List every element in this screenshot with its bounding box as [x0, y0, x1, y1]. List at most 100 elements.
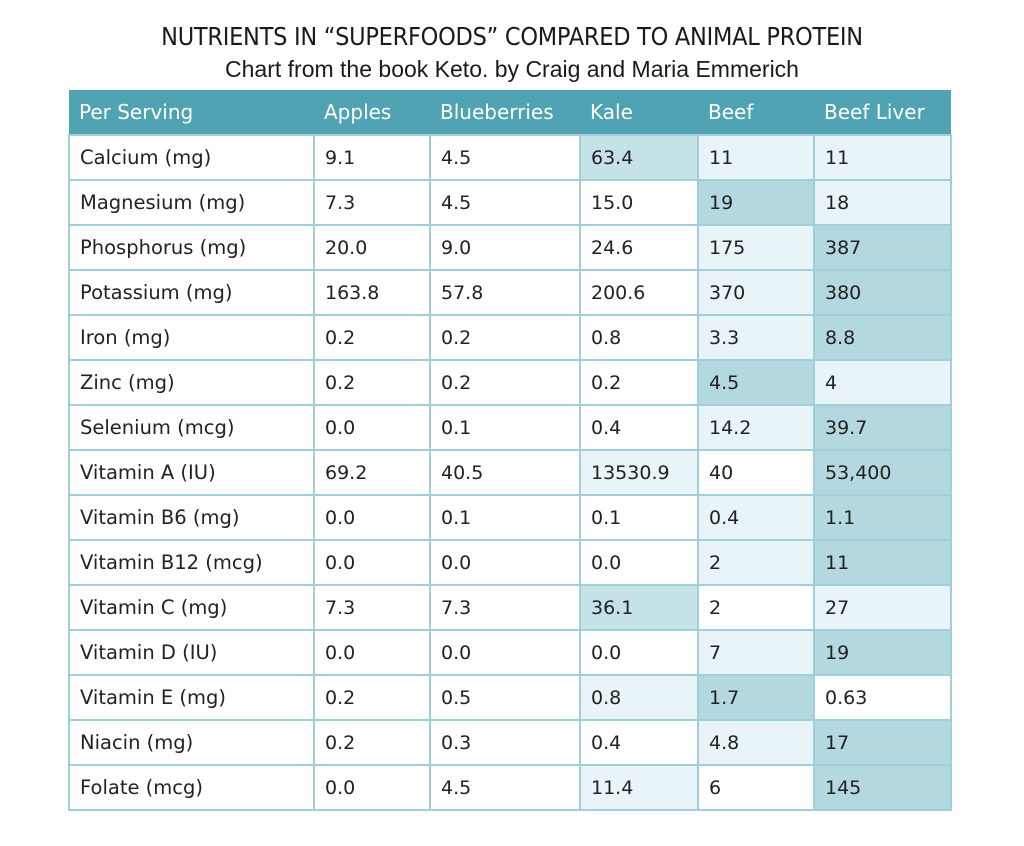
table-row: Niacin (mg) 0.2 0.3 0.4 4.8 17 [68, 719, 952, 766]
nutrient-table: Per Serving Apples Blueberries Kale Beef… [68, 90, 952, 811]
nutrient-label: Vitamin D (IU) [68, 629, 315, 676]
cell-kale: 0.8 [579, 314, 699, 361]
cell-beef-liver: 0.63 [813, 674, 952, 721]
table-row: Phosphorus (mg) 20.0 9.0 24.6 175 387 [68, 224, 952, 271]
cell-beef: 3.3 [697, 314, 815, 361]
cell-kale: 0.2 [579, 359, 699, 406]
cell-beef-liver: 39.7 [813, 404, 952, 451]
cell-beef: 175 [697, 224, 815, 271]
cell-kale: 0.1 [579, 494, 699, 541]
table-row: Magnesium (mg) 7.3 4.5 15.0 19 18 [68, 179, 952, 226]
cell-blueberries: 57.8 [429, 269, 581, 316]
cell-kale: 36.1 [579, 584, 699, 631]
cell-beef: 1.7 [697, 674, 815, 721]
cell-blueberries: 0.1 [429, 404, 581, 451]
table-row: Vitamin B6 (mg) 0.0 0.1 0.1 0.4 1.1 [68, 494, 952, 541]
cell-kale: 63.4 [579, 134, 699, 181]
nutrient-label: Potassium (mg) [68, 269, 315, 316]
cell-blueberries: 0.1 [429, 494, 581, 541]
nutrient-label: Niacin (mg) [68, 719, 315, 766]
column-header-apples: Apples [314, 90, 430, 135]
cell-blueberries: 4.5 [429, 134, 581, 181]
nutrient-label: Vitamin A (IU) [68, 449, 315, 496]
cell-blueberries: 7.3 [429, 584, 581, 631]
cell-apples: 0.0 [313, 764, 431, 811]
cell-beef-liver: 387 [813, 224, 952, 271]
cell-blueberries: 0.3 [429, 719, 581, 766]
nutrient-label: Folate (mcg) [68, 764, 315, 811]
nutrient-label: Vitamin E (mg) [68, 674, 315, 721]
cell-kale: 0.0 [579, 539, 699, 586]
table-row: Folate (mcg) 0.0 4.5 11.4 6 145 [68, 764, 952, 811]
cell-beef: 0.4 [697, 494, 815, 541]
cell-beef: 7 [697, 629, 815, 676]
column-header-blueberries: Blueberries [430, 90, 580, 135]
chart-title: NUTRIENTS IN “SUPERFOODS” COMPARED TO AN… [161, 22, 863, 51]
cell-kale: 0.8 [579, 674, 699, 721]
cell-kale: 11.4 [579, 764, 699, 811]
cell-kale: 15.0 [579, 179, 699, 226]
cell-beef-liver: 17 [813, 719, 952, 766]
table-row: Vitamin B12 (mcg) 0.0 0.0 0.0 2 11 [68, 539, 952, 586]
cell-beef: 2 [697, 584, 815, 631]
cell-blueberries: 4.5 [429, 179, 581, 226]
table-row: Vitamin D (IU) 0.0 0.0 0.0 7 19 [68, 629, 952, 676]
table-row: Iron (mg) 0.2 0.2 0.8 3.3 8.8 [68, 314, 952, 361]
cell-beef-liver: 1.1 [813, 494, 952, 541]
cell-beef-liver: 11 [813, 134, 952, 181]
table-header-row: Per Serving Apples Blueberries Kale Beef… [69, 90, 951, 135]
chart-subtitle: Chart from the book Keto. by Craig and M… [225, 56, 799, 82]
cell-kale: 200.6 [579, 269, 699, 316]
table-row: Potassium (mg) 163.8 57.8 200.6 370 380 [68, 269, 952, 316]
cell-beef-liver: 380 [813, 269, 952, 316]
table-row: Vitamin E (mg) 0.2 0.5 0.8 1.7 0.63 [68, 674, 952, 721]
cell-beef-liver: 19 [813, 629, 952, 676]
nutrient-label: Vitamin B12 (mcg) [68, 539, 315, 586]
table-row: Calcium (mg) 9.1 4.5 63.4 11 11 [68, 134, 952, 181]
cell-beef: 2 [697, 539, 815, 586]
cell-apples: 0.0 [313, 494, 431, 541]
column-header-beef: Beef [698, 90, 814, 135]
cell-blueberries: 0.2 [429, 314, 581, 361]
cell-beef-liver: 53,400 [813, 449, 952, 496]
cell-apples: 0.0 [313, 404, 431, 451]
cell-apples: 0.0 [313, 539, 431, 586]
nutrient-label: Zinc (mg) [68, 359, 315, 406]
cell-kale: 0.4 [579, 404, 699, 451]
cell-apples: 0.2 [313, 719, 431, 766]
nutrient-label: Selenium (mcg) [68, 404, 315, 451]
table-row: Selenium (mcg) 0.0 0.1 0.4 14.2 39.7 [68, 404, 952, 451]
cell-blueberries: 40.5 [429, 449, 581, 496]
cell-apples: 0.2 [313, 674, 431, 721]
cell-beef-liver: 11 [813, 539, 952, 586]
cell-beef: 11 [697, 134, 815, 181]
nutrient-label: Phosphorus (mg) [68, 224, 315, 271]
cell-blueberries: 0.5 [429, 674, 581, 721]
cell-kale: 13530.9 [579, 449, 699, 496]
cell-apples: 0.2 [313, 359, 431, 406]
nutrient-table-container: Per Serving Apples Blueberries Kale Beef… [68, 90, 952, 811]
table-row: Zinc (mg) 0.2 0.2 0.2 4.5 4 [68, 359, 952, 406]
cell-beef-liver: 27 [813, 584, 952, 631]
cell-blueberries: 0.2 [429, 359, 581, 406]
nutrient-label: Magnesium (mg) [68, 179, 315, 226]
cell-beef: 4.5 [697, 359, 815, 406]
nutrient-label: Vitamin B6 (mg) [68, 494, 315, 541]
cell-apples: 7.3 [313, 584, 431, 631]
cell-apples: 20.0 [313, 224, 431, 271]
cell-apples: 7.3 [313, 179, 431, 226]
cell-apples: 9.1 [313, 134, 431, 181]
cell-blueberries: 4.5 [429, 764, 581, 811]
cell-apples: 0.0 [313, 629, 431, 676]
cell-apples: 69.2 [313, 449, 431, 496]
table-row: Vitamin A (IU) 69.2 40.5 13530.9 40 53,400 [68, 449, 952, 496]
cell-apples: 0.2 [313, 314, 431, 361]
cell-beef: 4.8 [697, 719, 815, 766]
cell-beef: 6 [697, 764, 815, 811]
nutrient-label: Calcium (mg) [68, 134, 315, 181]
cell-blueberries: 0.0 [429, 629, 581, 676]
cell-beef-liver: 4 [813, 359, 952, 406]
column-header-per-serving: Per Serving [69, 90, 314, 135]
cell-beef-liver: 145 [813, 764, 952, 811]
cell-blueberries: 0.0 [429, 539, 581, 586]
